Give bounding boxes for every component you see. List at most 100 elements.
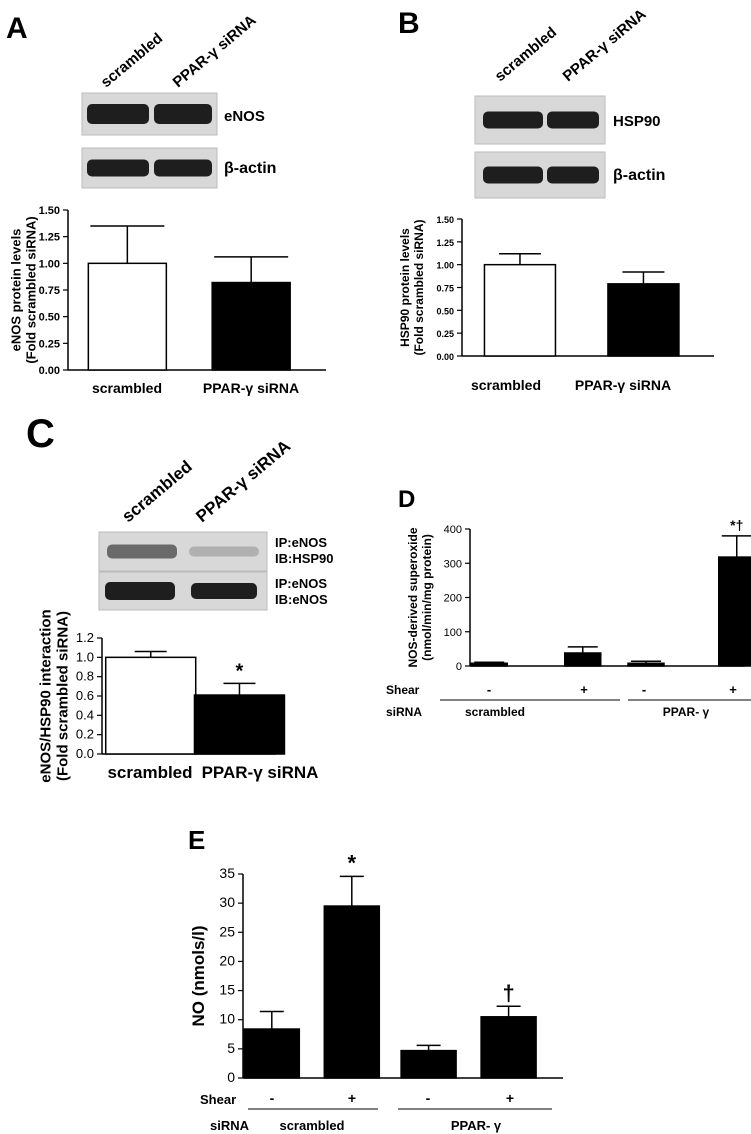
panel-c-y-tick-label: 1.2	[76, 630, 94, 645]
panel-d-figure: D 0 100 200 300 400 NOS-derived superoxide (nmo…	[386, 486, 751, 719]
panel-b-blot-hsp90-band-1	[483, 111, 543, 129]
panel-b-blot-hsp90-band-2	[547, 111, 599, 129]
panel-b-letter: B	[398, 7, 420, 40]
panel-a-bar-1	[87, 262, 168, 371]
panel-a-blot-enos-band-2	[154, 104, 212, 124]
panel-e-y-tick-label: 25	[219, 923, 235, 939]
panel-d-group-label-2: PPAR- γ	[663, 705, 710, 719]
panel-a-blot-label-2: β-actin	[224, 160, 276, 177]
panel-e-significance-2: *	[348, 850, 357, 875]
panel-b-y-tick-label: 0.75	[436, 284, 454, 294]
panel-d-y-axis-label: NOS-derived superoxide (nmol/min/mg prote…	[406, 527, 434, 667]
panel-e-y-tick-label: 35	[219, 865, 235, 881]
panel-b-y-tick-label: 1.25	[436, 238, 454, 248]
panel-d-letter: D	[398, 486, 415, 513]
panel-d-row-label-shear: Shear	[386, 683, 420, 697]
panel-c-y-axis-label: eNOS/HSP90 interaction (Fold scrambled si…	[38, 609, 72, 782]
panel-b-blot-label-1: HSP90	[613, 113, 661, 130]
panel-c-significance-2: *	[236, 660, 244, 682]
panel-e-letter: E	[188, 825, 205, 855]
panel-c-y-tick-label: 0.8	[76, 669, 94, 684]
panel-e-row-label-shear: Shear	[200, 1092, 236, 1107]
panel-d-row-label-sirna: siRNA	[386, 705, 422, 719]
panel-d-bar-1	[470, 662, 508, 667]
panel-c-y-tick-label: 0.4	[76, 707, 94, 722]
panel-a-bar-2	[211, 281, 291, 371]
panel-a-y-tick-label: 0.00	[39, 365, 60, 377]
panel-b-y-tick-label: 1.50	[436, 215, 454, 225]
panel-b-bar-1	[483, 263, 557, 357]
panel-c-blot-label-2: IP:eNOS IB:eNOS	[275, 576, 328, 607]
panel-c-blot-hsp90-band-1	[107, 544, 177, 559]
panel-d-shear-mark-1: -	[487, 682, 491, 697]
panel-b-y-tick-label: 0.50	[436, 306, 454, 316]
panel-c-blot-enos-band-2	[191, 583, 257, 599]
panel-b-blot-actin-band-1	[483, 166, 543, 184]
panel-e-bar-2	[323, 905, 381, 1079]
panel-c-y-tick-label: 1.0	[76, 649, 94, 664]
panel-d-shear-mark-4: +	[729, 682, 737, 697]
panel-a-y-tick-label: 1.25	[39, 232, 60, 244]
panel-a-y-axis-label-line: eNOS protein levels	[9, 229, 24, 352]
panel-d-y-axis-label-line: (nmol/min/mg protein)	[420, 534, 434, 661]
panel-e-group-label-2: PPAR- γ	[451, 1118, 502, 1133]
panel-a-y-axis-label: eNOS protein levels (Fold scrambled siRNA…	[9, 216, 39, 363]
panel-b-y-tick-label: 1.00	[436, 261, 454, 271]
panel-c-y-tick-label: 0.0	[76, 746, 94, 761]
panel-b-bar-2	[607, 283, 680, 357]
panel-d: D 0 100 200 300 400 NOS-derived superoxide (nmo…	[380, 405, 751, 785]
panel-b-lane-label-2: PPAR-γ siRNA	[560, 6, 650, 85]
panel-e-y-tick-label: 20	[219, 952, 235, 968]
panel-e-row-label-sirna: siRNA	[210, 1118, 250, 1133]
panel-a-x-label-1: scrambled	[92, 380, 162, 396]
panel-e-y-tick-label: 30	[219, 894, 235, 910]
panel-e-y-axis-label: NO (nmols/l)	[189, 925, 208, 1026]
panel-d-y-tick-label: 300	[444, 558, 462, 570]
panel-d-group-label-1: scrambled	[465, 705, 525, 719]
panel-e-y-tick-label: 10	[219, 1011, 235, 1027]
panel-b-blot-actin-band-2	[547, 166, 599, 184]
panel-e-y-axis-label-line: NO (nmols/l)	[189, 925, 208, 1026]
panel-c-y-tick-label: 0.2	[76, 727, 94, 742]
panel-a-y-tick-label: 0.75	[39, 285, 60, 297]
panel-e: E 0 5 10 15 20 25 30 35 NO (nmols/l) * † Shear siRNA -…	[0, 785, 751, 1134]
panel-b-y-tick-label: 0.00	[436, 352, 454, 362]
panel-a-y-tick-label: 0.50	[39, 312, 60, 324]
panel-a-y-tick-label: 1.00	[39, 258, 60, 270]
panel-a-blot-enos-band-1	[87, 104, 149, 124]
panel-d-shear-mark-2: +	[580, 682, 588, 697]
panel-b-y-axis-label-line: HSP90 protein levels	[398, 228, 412, 347]
panel-a-lane-label-2: PPAR-γ siRNA	[170, 12, 260, 91]
panel-e-significance-4: †	[502, 980, 514, 1005]
panel-c-y-axis-label-line: (Fold scrambled siRNA)	[55, 611, 72, 781]
panel-e-figure: E 0 5 10 15 20 25 30 35 NO (nmols/l) * † Shear siRNA -…	[188, 825, 563, 1133]
panel-d-y-tick-label: 0	[456, 661, 462, 673]
panel-b-x-label-2: PPAR-γ siRNA	[575, 377, 671, 393]
panel-d-y-tick-label: 200	[444, 593, 462, 605]
panel-a-blot-label-1: eNOS	[224, 108, 265, 125]
panel-a-lane-label-1: scrambled	[98, 30, 166, 91]
panel-a-blot-actin-band-2	[154, 159, 212, 177]
panel-c-bar-2	[193, 694, 286, 755]
panel-a-x-label-2: PPAR-γ siRNA	[203, 380, 299, 396]
panel-c-blot-hsp90-band-2	[189, 546, 259, 557]
panel-b-blot-label-2: β-actin	[613, 167, 665, 184]
panel-a-y-axis-label-line: (Fold scrambled siRNA)	[24, 216, 39, 363]
panel-c-blot-label-1: IP:eNOS IB:HSP90	[275, 535, 334, 566]
panel-b-lane-label-1: scrambled	[492, 24, 560, 85]
panel-e-bar-4	[480, 1016, 537, 1079]
panel-e-shear-mark-3: -	[426, 1090, 431, 1106]
panel-e-y-tick-label: 5	[227, 1040, 235, 1056]
panel-a-y-tick-label: 1.50	[39, 205, 60, 217]
panel-e-shear-mark-4: +	[506, 1090, 514, 1106]
panel-c-x-label-2: PPAR-γ siRNA	[202, 763, 319, 782]
panel-b-y-axis-label-line: (Fold scrambled siRNA)	[412, 219, 426, 355]
panel-d-significance-4: *†	[730, 517, 743, 533]
panel-c-blot-enos-band-1	[105, 582, 175, 600]
panel-d-bar-4	[718, 556, 751, 667]
